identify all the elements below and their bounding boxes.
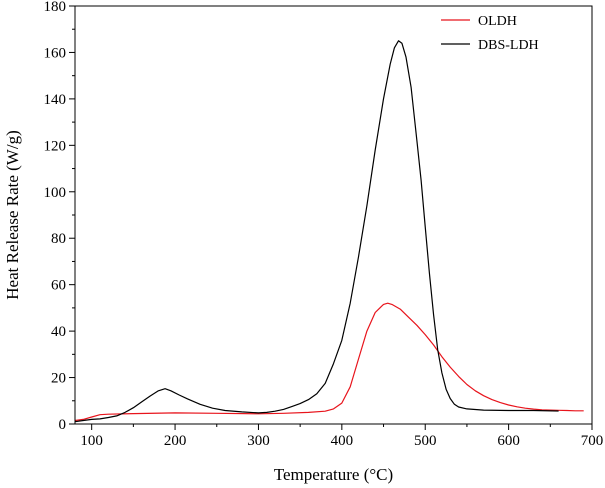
- axis-ticks: 100 200 300 400 500 600 700 0 20 40 60 80 100 120 140 1…: [44, 0, 604, 449]
- y-tick-label: 40: [51, 324, 66, 340]
- x-tick-label: 500: [414, 433, 437, 449]
- x-axis-title: Temperature (°C): [274, 465, 393, 484]
- series-line-oldh: [75, 302, 584, 422]
- plot-frame: [74, 5, 593, 425]
- y-tick-label: 100: [44, 185, 67, 201]
- x-tick-label: 200: [164, 433, 187, 449]
- y-tick-label: 60: [51, 278, 66, 294]
- y-tick-label: 140: [44, 92, 67, 108]
- y-tick-label: 120: [44, 138, 67, 154]
- plot-lines: [75, 40, 584, 423]
- legend: OLDH DBS-LDH: [441, 14, 539, 53]
- y-tick-label: 80: [51, 231, 66, 247]
- y-tick-label: 0: [59, 417, 67, 433]
- y-tick-label: 160: [44, 45, 67, 61]
- legend-label: DBS-LDH: [478, 38, 539, 53]
- x-tick-label: 300: [247, 433, 270, 449]
- x-tick-label: 400: [331, 433, 354, 449]
- y-tick-label: 180: [44, 0, 67, 15]
- x-tick-label: 600: [497, 433, 520, 449]
- legend-label: OLDH: [478, 14, 517, 29]
- x-tick-label: 100: [80, 433, 103, 449]
- y-tick-label: 20: [51, 371, 66, 387]
- y-axis-title: Heat Release Rate (W/g): [3, 130, 22, 299]
- x-tick-label: 700: [581, 433, 604, 449]
- series-line-dbs-ldh: [75, 40, 559, 423]
